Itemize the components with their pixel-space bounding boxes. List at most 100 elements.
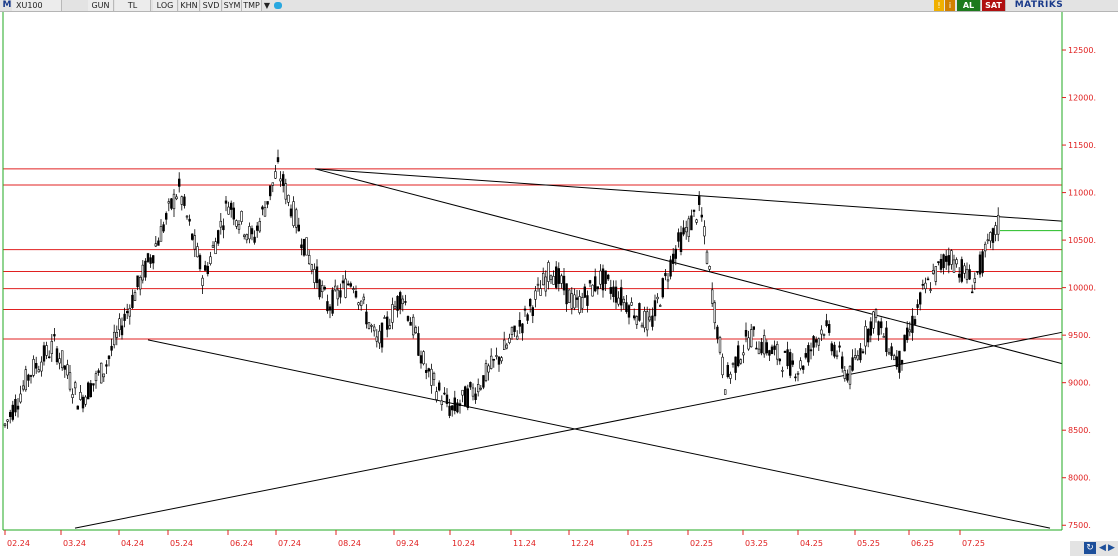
candle-body (253, 236, 256, 243)
candle-body (890, 346, 893, 356)
toolbar-menu-icon[interactable]: ▼ (263, 1, 271, 10)
candle-body (217, 230, 220, 244)
candle-body (562, 275, 566, 291)
x-tick-label: 03.25 (745, 539, 768, 548)
candle-body (872, 311, 875, 329)
candle-body (440, 400, 443, 405)
candle-body (235, 220, 238, 227)
candle-body (731, 362, 735, 365)
candle-body (437, 382, 441, 391)
candle-body (458, 403, 462, 406)
candles (3, 149, 1000, 429)
candle-body (237, 223, 241, 230)
candle-body (710, 289, 714, 304)
candle-body (521, 323, 524, 334)
candle-body (100, 362, 103, 384)
x-tick-label: 06.25 (911, 539, 934, 548)
candle-body (973, 278, 977, 283)
x-tick-label: 05.24 (170, 539, 193, 548)
candle-body (456, 402, 459, 413)
candle-body (744, 329, 748, 337)
candle-body (372, 326, 376, 332)
candle-body (79, 391, 82, 400)
toolbar-button-log[interactable]: LOG (153, 0, 178, 11)
candle-body (716, 326, 719, 339)
candle-body (105, 364, 108, 367)
candle-body (362, 296, 365, 301)
candle-body (401, 298, 404, 305)
toolbar-button-tmp[interactable]: TMP (242, 0, 262, 11)
candle-body (110, 345, 113, 351)
candle-body (276, 157, 280, 162)
candle-body (596, 286, 600, 290)
candle-body (29, 375, 33, 377)
candle-body (245, 234, 248, 241)
candle-body (827, 323, 831, 333)
candle-body (586, 295, 589, 306)
candle-body (328, 306, 332, 311)
candle-body (165, 213, 168, 220)
candle-body (71, 394, 74, 398)
candle-body (139, 277, 142, 290)
candle-body (918, 292, 922, 305)
candle-body (921, 284, 925, 286)
app-logo-icon: M (2, 0, 12, 10)
x-tick-label: 12.24 (571, 539, 594, 548)
candle-body (261, 206, 264, 210)
candle-body (567, 289, 571, 303)
trendline[interactable] (147, 339, 1051, 529)
scroll-left-icon[interactable]: ◀ (1099, 543, 1106, 553)
symbol-selector[interactable]: XU100 (12, 0, 62, 11)
candle-body (651, 315, 654, 327)
candle-body (393, 306, 397, 309)
candle-body (989, 232, 992, 242)
candle-body (970, 291, 974, 294)
candle-body (243, 234, 246, 237)
candle-body (16, 405, 20, 410)
trendline[interactable] (314, 168, 1063, 365)
sell-button[interactable]: SAT (982, 0, 1006, 11)
toolbar-button-svd[interactable]: SVD (201, 0, 222, 11)
toolbar-button-tl[interactable]: TL (115, 0, 151, 11)
candle-body (385, 316, 389, 330)
candle-body (50, 341, 54, 354)
candle-body (500, 357, 503, 362)
scroll-mode-icon[interactable]: ↻ (1084, 542, 1096, 554)
candle-body (162, 224, 165, 232)
candle-body (752, 326, 756, 330)
candle-body (450, 405, 454, 411)
candle-body (882, 336, 886, 338)
candle-body (510, 326, 514, 335)
candle-body (310, 264, 313, 271)
x-tick-label: 02.24 (7, 539, 30, 548)
candle-body (47, 356, 51, 359)
candle-body (671, 253, 675, 264)
candle-body (445, 394, 449, 404)
candle-body (643, 310, 646, 329)
alarm-icon[interactable]: ! (934, 0, 944, 11)
toolbar-button-khn[interactable]: KHN (179, 0, 200, 11)
twitter-icon[interactable] (272, 0, 284, 11)
candle-body (601, 268, 605, 291)
candle-body (645, 311, 649, 331)
candle-body (430, 368, 433, 386)
candle-body (929, 289, 932, 291)
scroll-right-icon[interactable]: ▶ (1108, 543, 1115, 553)
candle-body (718, 337, 722, 353)
candle-body (554, 266, 558, 288)
candle-body (287, 194, 290, 203)
trendline[interactable] (314, 168, 1063, 222)
x-tick-label: 04.24 (121, 539, 144, 548)
info-icon[interactable]: i (945, 0, 955, 11)
candle-body (406, 316, 410, 321)
candle-body (944, 255, 948, 262)
candle-body (859, 348, 862, 361)
toolbar-button-sym[interactable]: SYM (223, 0, 242, 11)
candle-body (453, 397, 456, 412)
candle-body (281, 174, 285, 186)
candle-body (809, 349, 813, 352)
toolbar-button-gun[interactable]: GUN (88, 0, 114, 11)
candle-body (320, 285, 324, 293)
buy-button[interactable]: AL (957, 0, 981, 11)
